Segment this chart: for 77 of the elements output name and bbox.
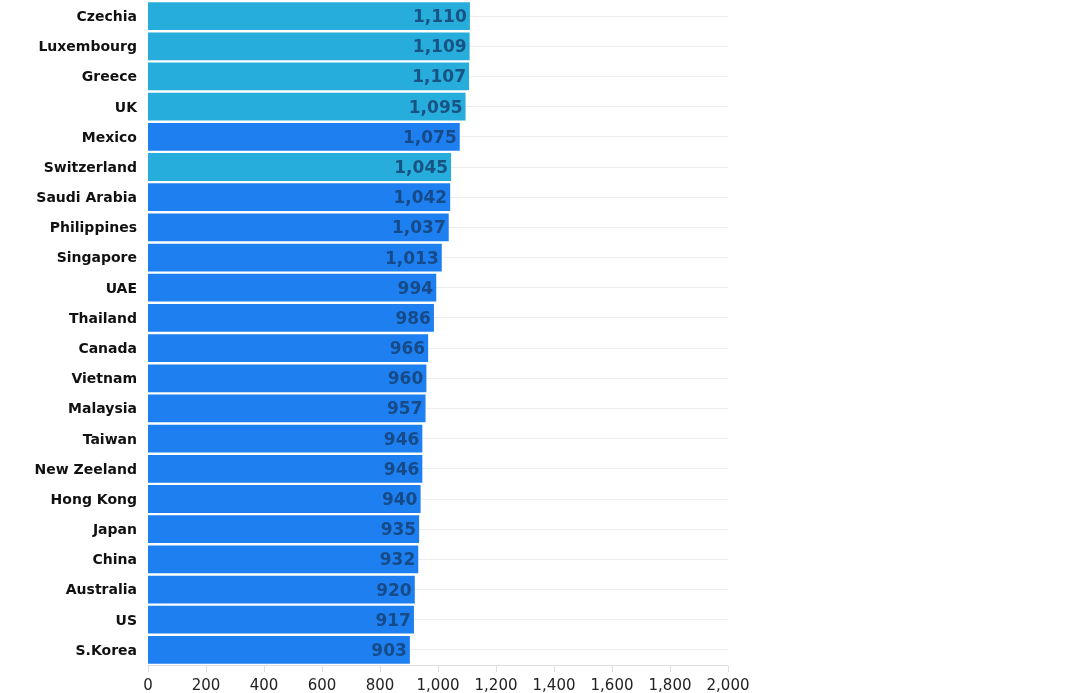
y-tick-label: UK <box>114 98 139 115</box>
data-label: 1,037 <box>391 217 446 238</box>
bar <box>148 485 421 513</box>
bar <box>148 153 452 181</box>
bar <box>148 394 426 423</box>
data-label: 917 <box>375 609 411 630</box>
data-label: 1,042 <box>393 187 448 208</box>
y-tick-label: Vietnam <box>71 370 137 387</box>
y-tick-label: Japan <box>91 521 137 538</box>
bar <box>148 454 423 483</box>
data-label: 932 <box>379 549 416 570</box>
y-tick-label: Singapore <box>56 249 137 266</box>
y-tick-label: Thailand <box>69 309 137 326</box>
y-tick-label: S.Korea <box>75 641 137 658</box>
data-label: 1,075 <box>402 126 457 147</box>
x-tick-label: 400 <box>249 676 279 693</box>
x-tick-label: 0 <box>143 676 153 693</box>
y-tick-label: China <box>92 551 137 568</box>
bar <box>148 515 420 544</box>
bar <box>148 304 434 332</box>
y-tick-label: Mexico <box>81 128 138 145</box>
y-tick-label: Australia <box>65 581 137 598</box>
bar <box>148 636 410 664</box>
x-tick-label: 600 <box>307 676 337 693</box>
x-tick-label: 200 <box>191 676 221 693</box>
data-label: 946 <box>383 458 420 479</box>
data-label: 957 <box>387 398 423 419</box>
bar <box>148 605 414 634</box>
y-tick-label: Greece <box>81 68 137 85</box>
data-label: 940 <box>381 489 418 509</box>
x-tick-label: 1,200 <box>474 676 518 693</box>
y-tick-label: Malaysia <box>68 400 137 417</box>
y-tick-label: New Zeeland <box>34 460 137 477</box>
x-tick-label: 1,400 <box>532 676 576 693</box>
bar <box>148 122 460 151</box>
bar <box>148 334 429 362</box>
x-tick-label: 1,800 <box>648 676 692 693</box>
y-tick-label: US <box>115 611 137 628</box>
y-tick-label: Canada <box>78 339 137 356</box>
data-label: 1,109 <box>412 36 467 57</box>
x-tick-label: 2,000 <box>706 676 750 693</box>
y-tick-label: Philippines <box>49 219 137 236</box>
bar <box>148 2 470 30</box>
x-tick-label: 800 <box>365 676 395 693</box>
y-tick-label: Switzerland <box>43 158 137 175</box>
x-tick-label: 1,000 <box>416 676 460 693</box>
y-tick-label: UAE <box>105 279 137 296</box>
bar <box>148 62 470 91</box>
data-label: 903 <box>371 639 407 660</box>
data-label: 1,045 <box>394 157 449 177</box>
data-label: 986 <box>395 307 431 328</box>
data-label: 960 <box>387 368 424 389</box>
data-label: 1,107 <box>412 66 467 87</box>
bar <box>148 92 466 121</box>
bar <box>148 545 419 574</box>
bar <box>148 32 470 61</box>
x-tick-label: 1,600 <box>590 676 634 693</box>
bar <box>148 424 423 453</box>
data-label: 994 <box>397 277 434 298</box>
y-tick-label: Hong Kong <box>50 490 137 507</box>
data-label: 920 <box>376 579 412 600</box>
y-tick-label: Taiwan <box>82 430 137 447</box>
data-label: 1,110 <box>412 6 467 27</box>
y-tick-label: Luxembourg <box>38 38 137 55</box>
bar <box>148 213 449 242</box>
data-label: 935 <box>380 519 417 540</box>
data-label: 946 <box>383 428 420 449</box>
bar <box>148 575 415 604</box>
bar <box>148 243 442 272</box>
data-label: 966 <box>389 338 426 359</box>
y-tick-label: Czechia <box>76 7 137 24</box>
bar <box>148 183 451 212</box>
data-label: 1,095 <box>408 96 463 117</box>
bar <box>148 364 427 393</box>
y-tick-label: Saudi Arabia <box>36 189 137 206</box>
bar <box>148 273 437 302</box>
data-label: 1,013 <box>384 247 439 268</box>
